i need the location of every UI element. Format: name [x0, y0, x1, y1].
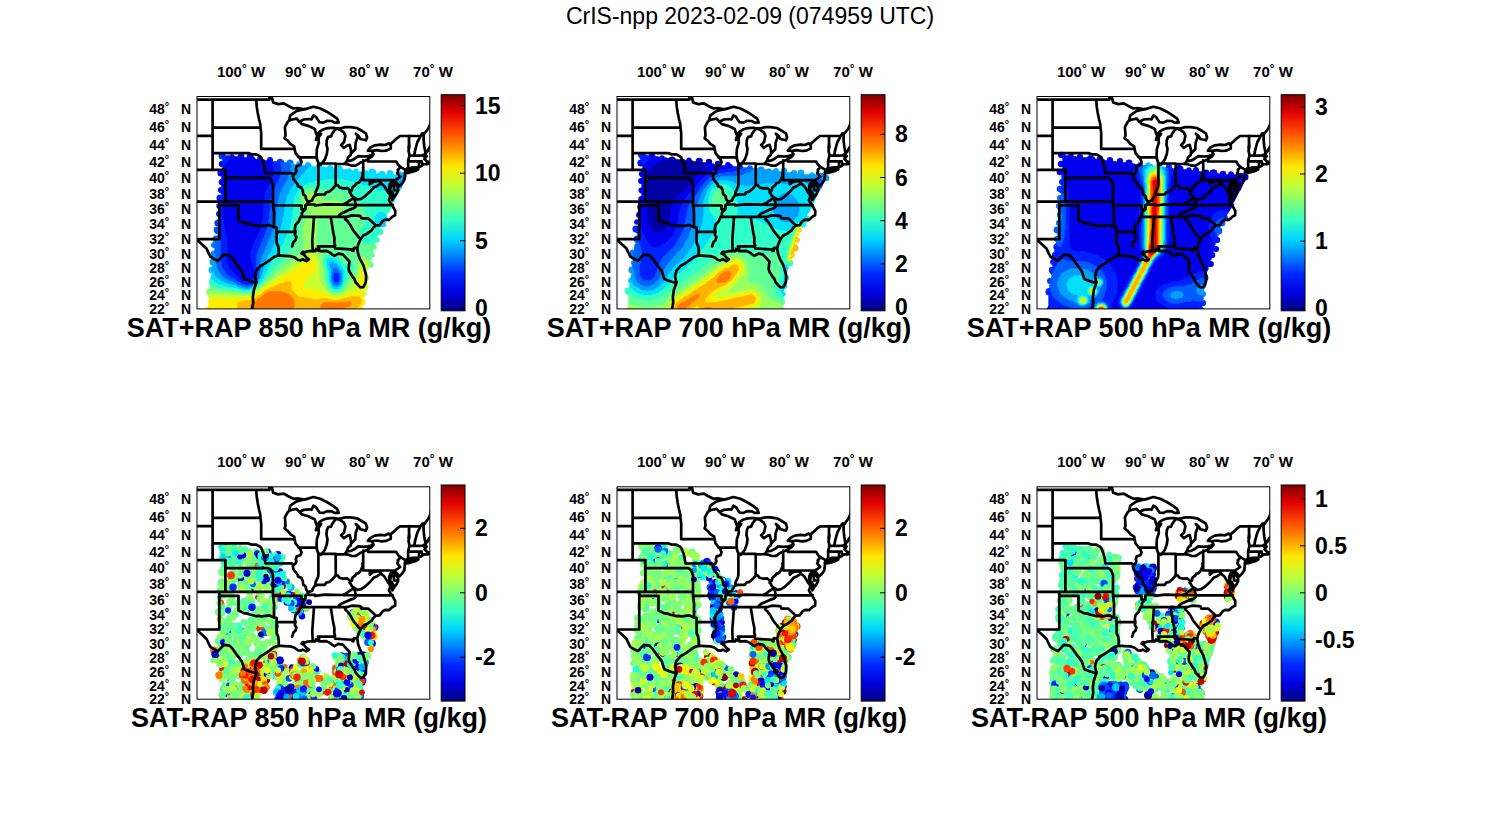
svg-text:44° N: 44° N	[989, 526, 1031, 543]
svg-text:3: 3	[1315, 94, 1328, 120]
svg-text:34° N: 34° N	[989, 606, 1031, 623]
svg-text:0: 0	[895, 580, 908, 606]
svg-text:36° N: 36° N	[149, 200, 191, 217]
svg-text:-1: -1	[1315, 674, 1336, 700]
svg-text:100° W: 100° W	[637, 62, 686, 80]
svg-text:0: 0	[895, 294, 908, 320]
svg-text:-2: -2	[895, 644, 915, 670]
svg-text:32° N: 32° N	[149, 230, 191, 247]
svg-text:46° N: 46° N	[149, 118, 191, 135]
svg-text:48° N: 48° N	[569, 100, 611, 117]
svg-text:0: 0	[475, 580, 488, 606]
svg-text:38° N: 38° N	[569, 575, 611, 592]
svg-text:44° N: 44° N	[149, 136, 191, 153]
svg-text:0: 0	[475, 295, 488, 321]
svg-text:-2: -2	[475, 644, 495, 670]
svg-text:38° N: 38° N	[989, 185, 1031, 202]
svg-text:42° N: 42° N	[989, 543, 1031, 560]
svg-text:6: 6	[895, 165, 908, 191]
svg-text:36° N: 36° N	[989, 591, 1031, 608]
svg-text:42° N: 42° N	[149, 543, 191, 560]
svg-text:38° N: 38° N	[149, 185, 191, 202]
svg-text:42° N: 42° N	[569, 543, 611, 560]
svg-text:2: 2	[1315, 161, 1328, 187]
svg-text:0: 0	[1315, 580, 1328, 606]
svg-text:34° N: 34° N	[569, 215, 611, 232]
svg-text:100° W: 100° W	[1057, 452, 1106, 470]
svg-text:38° N: 38° N	[149, 575, 191, 592]
svg-text:1: 1	[1315, 228, 1328, 254]
svg-text:32° N: 32° N	[989, 230, 1031, 247]
svg-text:48° N: 48° N	[149, 100, 191, 117]
svg-text:36° N: 36° N	[569, 591, 611, 608]
svg-text:40° N: 40° N	[569, 559, 611, 576]
svg-text:0.5: 0.5	[1315, 533, 1347, 559]
svg-text:40° N: 40° N	[149, 559, 191, 576]
svg-text:48° N: 48° N	[149, 490, 191, 507]
svg-text:48° N: 48° N	[569, 490, 611, 507]
svg-text:46° N: 46° N	[569, 508, 611, 525]
svg-text:SAT-RAP 500 hPa MR (g/kg): SAT-RAP 500 hPa MR (g/kg)	[971, 703, 1327, 733]
svg-text:5: 5	[475, 228, 488, 254]
svg-text:46° N: 46° N	[989, 118, 1031, 135]
svg-text:48° N: 48° N	[989, 490, 1031, 507]
svg-text:46° N: 46° N	[989, 508, 1031, 525]
svg-text:SAT+RAP 500 hPa MR (g/kg): SAT+RAP 500 hPa MR (g/kg)	[967, 313, 1331, 343]
svg-text:-0.5: -0.5	[1315, 627, 1355, 653]
svg-text:42° N: 42° N	[989, 153, 1031, 170]
svg-text:100° W: 100° W	[217, 62, 266, 80]
svg-text:15: 15	[475, 93, 501, 119]
svg-text:2: 2	[475, 515, 488, 541]
svg-text:100° W: 100° W	[1057, 62, 1106, 80]
svg-text:4: 4	[895, 208, 908, 234]
svg-text:40° N: 40° N	[989, 169, 1031, 186]
svg-text:36° N: 36° N	[989, 200, 1031, 217]
svg-text:32° N: 32° N	[149, 620, 191, 637]
svg-text:SAT+RAP 850 hPa MR (g/kg): SAT+RAP 850 hPa MR (g/kg)	[127, 313, 491, 343]
svg-text:36° N: 36° N	[569, 200, 611, 217]
svg-text:40° N: 40° N	[149, 169, 191, 186]
svg-text:34° N: 34° N	[149, 606, 191, 623]
svg-text:48° N: 48° N	[989, 100, 1031, 117]
svg-text:38° N: 38° N	[569, 185, 611, 202]
svg-text:34° N: 34° N	[149, 215, 191, 232]
svg-text:SAT-RAP 850 hPa MR (g/kg): SAT-RAP 850 hPa MR (g/kg)	[131, 703, 487, 733]
svg-text:32° N: 32° N	[989, 620, 1031, 637]
svg-text:40° N: 40° N	[569, 169, 611, 186]
svg-text:32° N: 32° N	[569, 230, 611, 247]
svg-text:8: 8	[895, 121, 908, 147]
svg-text:34° N: 34° N	[989, 215, 1031, 232]
svg-text:0: 0	[1315, 295, 1328, 321]
svg-text:2: 2	[895, 515, 908, 541]
svg-text:46° N: 46° N	[149, 508, 191, 525]
svg-text:100° W: 100° W	[637, 452, 686, 470]
svg-text:2: 2	[895, 251, 908, 277]
svg-text:36° N: 36° N	[149, 591, 191, 608]
svg-text:44° N: 44° N	[149, 526, 191, 543]
svg-text:1: 1	[1315, 486, 1328, 512]
svg-text:46° N: 46° N	[569, 118, 611, 135]
svg-text:34° N: 34° N	[569, 606, 611, 623]
svg-text:42° N: 42° N	[149, 153, 191, 170]
svg-text:38° N: 38° N	[989, 575, 1031, 592]
svg-text:42° N: 42° N	[569, 153, 611, 170]
svg-text:32° N: 32° N	[569, 620, 611, 637]
svg-text:100° W: 100° W	[217, 452, 266, 470]
svg-text:SAT+RAP 700 hPa MR (g/kg): SAT+RAP 700 hPa MR (g/kg)	[547, 313, 911, 343]
svg-text:44° N: 44° N	[569, 526, 611, 543]
svg-text:40° N: 40° N	[989, 559, 1031, 576]
svg-text:SAT-RAP 700 hPa MR (g/kg): SAT-RAP 700 hPa MR (g/kg)	[551, 703, 907, 733]
svg-text:44° N: 44° N	[989, 136, 1031, 153]
svg-text:44° N: 44° N	[569, 136, 611, 153]
svg-text:CrIS-npp 2023-02-09 (074959 UT: CrIS-npp 2023-02-09 (074959 UTC)	[566, 3, 934, 29]
svg-text:10: 10	[475, 160, 501, 186]
